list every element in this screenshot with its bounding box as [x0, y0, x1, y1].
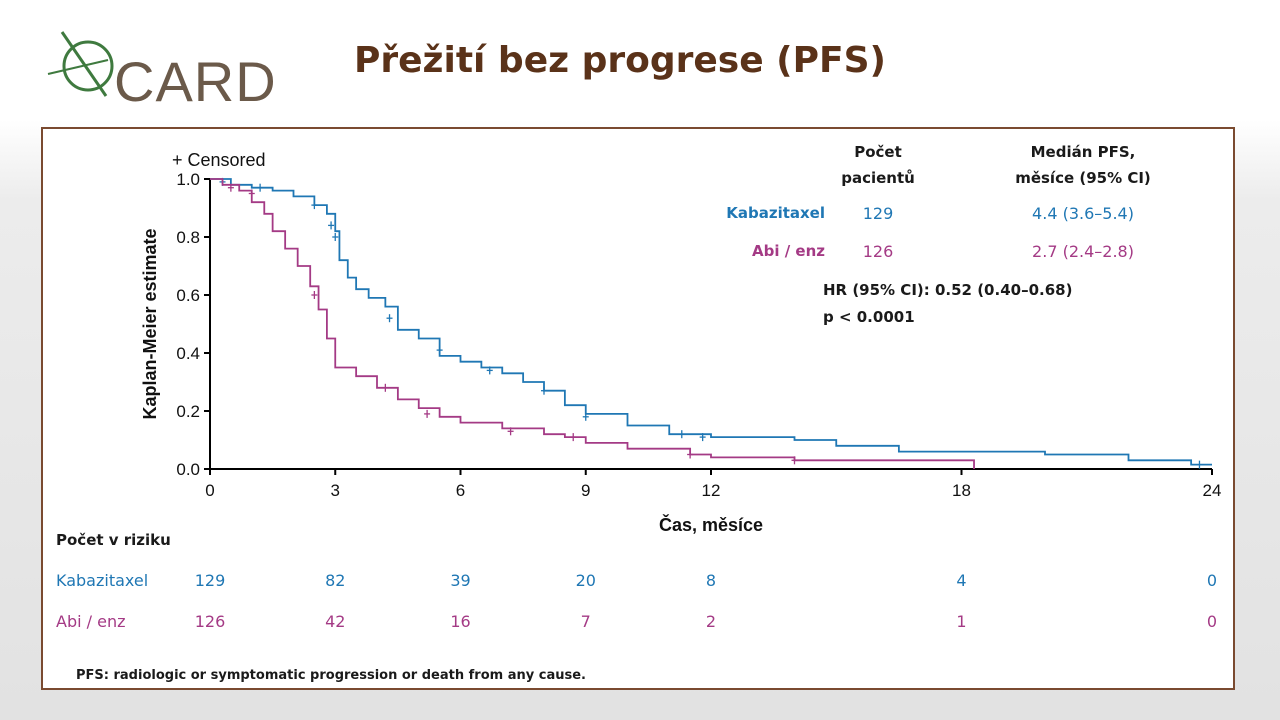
median-header-line2: měsíce (95% CI)	[1015, 169, 1151, 187]
x-tick-label: 0	[205, 481, 214, 500]
risk-value: 7	[580, 612, 591, 631]
logo-mark-icon	[47, 31, 114, 97]
arm1-name: Kabazitaxel	[726, 204, 825, 222]
series-line	[210, 178, 975, 469]
median-header-line1: Medián PFS,	[1030, 143, 1136, 161]
risk-value: 39	[450, 571, 471, 590]
x-tick-label: 12	[702, 481, 721, 500]
arm2-count: 126	[862, 242, 894, 261]
p-value: p < 0.0001	[823, 308, 915, 326]
risk-value: 129	[194, 571, 226, 590]
risk-title: Počet v riziku	[56, 531, 171, 549]
arm2-name: Abi / enz	[752, 242, 825, 260]
series-line	[210, 178, 1212, 466]
y-tick-label: 0.0	[176, 460, 200, 479]
risk-value: 82	[325, 571, 346, 590]
risk-value: 20	[575, 571, 596, 590]
median-header: Medián PFS, měsíce (95% CI)	[988, 139, 1178, 191]
footnote: PFS: radiologic or symptomatic progressi…	[76, 668, 586, 683]
chart-panel: 0.0 0.2 0.4 0.6 0.8 1.0 0 3 6 9 12 18 24 Čas, měsíce K…	[41, 127, 1235, 690]
x-tick-label: 9	[581, 481, 590, 500]
count-header-line2: pacientů	[841, 169, 915, 187]
y-tick-label: 0.2	[176, 402, 200, 421]
risk-value: 0	[1206, 612, 1218, 631]
logo-text: CARD	[114, 50, 277, 113]
x-tick-label: 3	[331, 481, 340, 500]
x-tick-label: 24	[1203, 481, 1222, 500]
page-title: Přežití bez progrese (PFS)	[354, 40, 886, 81]
risk-value: 2	[705, 612, 717, 631]
arm1-median: 4.4 (3.6–5.4)	[1032, 204, 1134, 223]
km-chart: 0.0 0.2 0.4 0.6 0.8 1.0 0 3 6 9 12 18 24 Čas, měsíce K…	[140, 150, 1222, 535]
risk-value: 1	[956, 612, 967, 631]
x-tick-label: 18	[952, 481, 971, 500]
card-logo: CARD	[44, 28, 276, 110]
risk-value: 4	[956, 571, 967, 590]
risk-row-name: Kabazitaxel	[56, 571, 149, 590]
risk-value: 126	[194, 612, 226, 631]
arm1-count: 129	[862, 204, 894, 223]
count-header-line1: Počet	[854, 143, 902, 161]
risk-value: 0	[1206, 571, 1218, 590]
y-tick-label: 1.0	[176, 170, 200, 189]
y-tick-label: 0.4	[176, 344, 200, 363]
risk-value: 8	[705, 571, 717, 590]
risk-value: 42	[325, 612, 346, 631]
arm2-median: 2.7 (2.4–2.8)	[1032, 242, 1134, 261]
y-tick-label: 0.8	[176, 228, 200, 247]
x-axis-label: Čas, měsíce	[659, 514, 763, 535]
y-tick-label: 0.6	[176, 286, 200, 305]
risk-value: 16	[450, 612, 471, 631]
hr-text: HR (95% CI): 0.52 (0.40–0.68)	[823, 281, 1073, 299]
risk-row-name: Abi / enz	[56, 612, 126, 631]
x-tick-label: 6	[456, 481, 465, 500]
count-header: Počet pacientů	[833, 139, 923, 191]
y-axis-label: Kaplan-Meier estimate	[140, 228, 160, 419]
censored-legend: + Censored	[172, 150, 266, 170]
